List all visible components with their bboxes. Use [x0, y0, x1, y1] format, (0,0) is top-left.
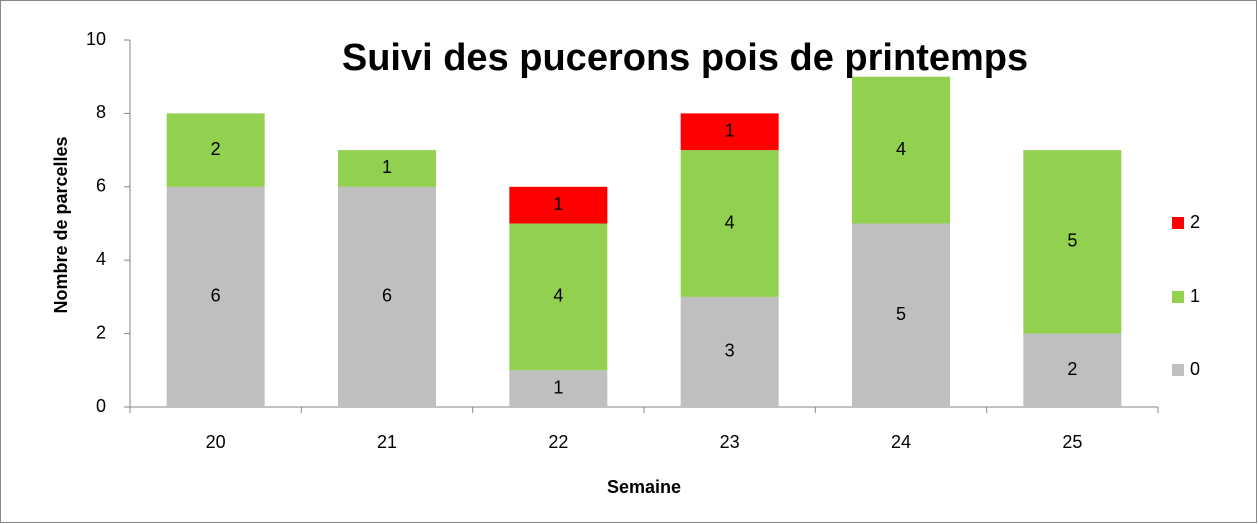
- bar-segment: [338, 150, 436, 187]
- legend-swatch: [1172, 364, 1184, 376]
- data-label: 2: [211, 139, 221, 159]
- legend-label: 0: [1190, 359, 1200, 379]
- x-tick-label: 23: [720, 432, 740, 452]
- data-label: 1: [553, 194, 563, 214]
- bar-segment: [852, 76, 950, 224]
- y-tick-label: 8: [96, 102, 106, 122]
- bar-segment: [680, 150, 779, 297]
- bar-segment: [509, 223, 608, 371]
- bar-segment: [680, 296, 779, 407]
- bar-segment: [509, 186, 608, 224]
- legend-swatch: [1172, 291, 1184, 303]
- y-tick-label: 2: [96, 322, 106, 342]
- data-label: 4: [553, 286, 563, 306]
- data-label: 1: [553, 377, 563, 397]
- bar-segment: [166, 186, 265, 407]
- x-tick-label: 21: [377, 432, 397, 452]
- legend-label: 2: [1190, 212, 1200, 232]
- data-label: 1: [382, 157, 392, 177]
- chart-title: Suivi des pucerons pois de printemps: [342, 37, 1028, 79]
- bar-segment: [509, 370, 608, 407]
- x-tick-label: 22: [548, 432, 568, 452]
- data-label: 5: [1067, 231, 1077, 251]
- y-tick-label: 0: [96, 396, 106, 416]
- data-label: 2: [1067, 359, 1077, 379]
- y-axis-label: Nombre de parcelles: [51, 136, 71, 313]
- x-tick-label: 24: [891, 432, 911, 452]
- bar-segment: [1023, 150, 1122, 334]
- data-label: 4: [896, 139, 906, 159]
- bar-segment: [166, 113, 265, 187]
- legend-label: 1: [1190, 286, 1200, 306]
- data-label: 4: [725, 212, 735, 232]
- x-axis-label: Semaine: [607, 477, 681, 497]
- y-tick-label: 6: [96, 176, 106, 196]
- bar-segment: [852, 223, 950, 407]
- x-tick-label: 25: [1062, 432, 1082, 452]
- y-tick-label: 10: [86, 29, 106, 49]
- bar-segment: [1023, 333, 1122, 407]
- data-label: 3: [725, 341, 735, 361]
- y-tick-label: 4: [96, 249, 106, 269]
- data-label: 5: [896, 304, 906, 324]
- data-label: 6: [382, 286, 392, 306]
- data-label: 6: [211, 286, 221, 306]
- x-tick-label: 20: [206, 432, 226, 452]
- bar-segment: [338, 186, 436, 407]
- bar-segment: [680, 113, 779, 151]
- legend-swatch: [1172, 217, 1184, 229]
- data-label: 1: [725, 121, 735, 141]
